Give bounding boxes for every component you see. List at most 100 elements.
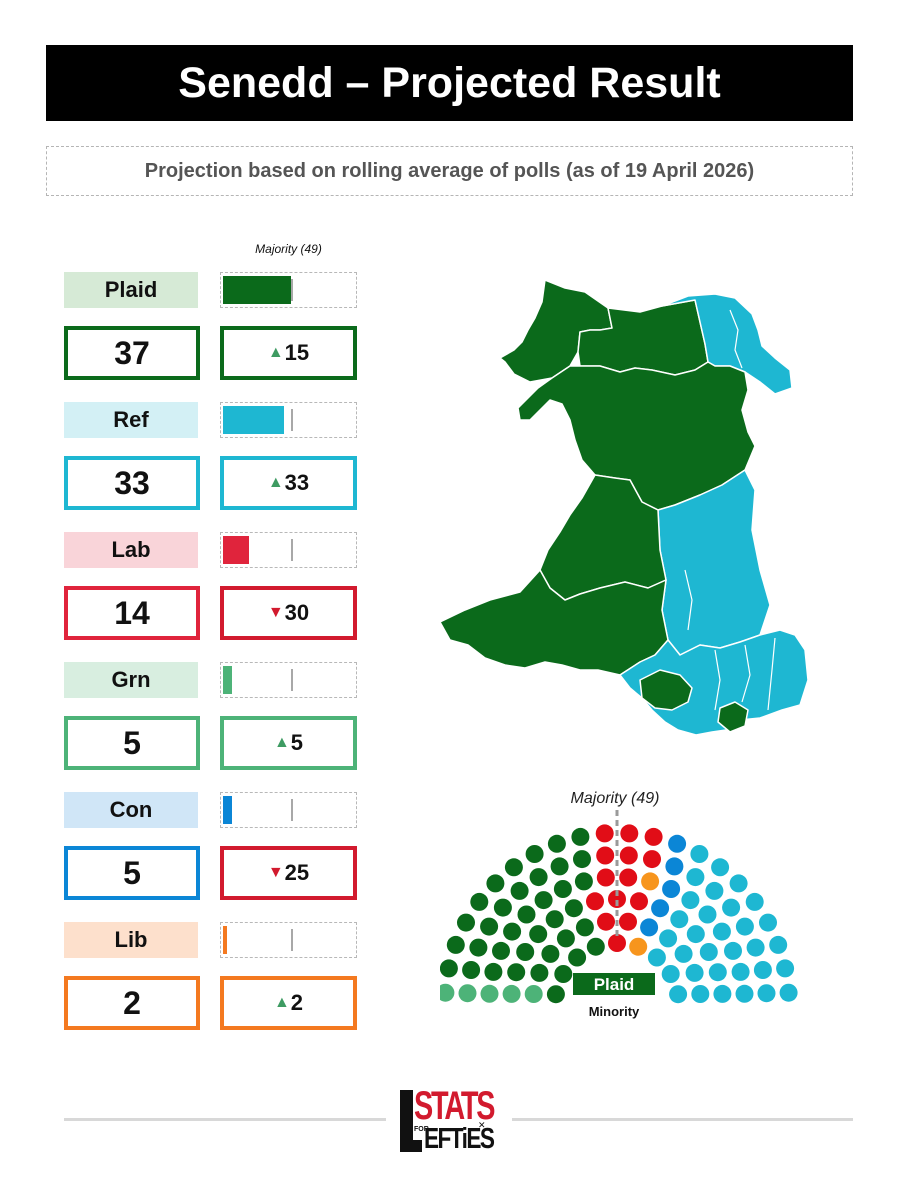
seat-dot-plaid xyxy=(568,948,587,967)
seat-dot-ref xyxy=(724,941,742,960)
seat-dot-plaid xyxy=(440,959,458,978)
seat-dot-plaid xyxy=(529,925,548,944)
party-label: Lib xyxy=(64,922,198,958)
seat-dot-plaid xyxy=(553,880,572,898)
seat-dot-ref xyxy=(712,922,731,941)
party-row-con: Con 5 ▼ 25 xyxy=(0,792,400,902)
seat-dot-plaid xyxy=(517,905,536,924)
seat-dot-plaid xyxy=(545,910,564,929)
seat-dot-ref xyxy=(713,984,732,1003)
seat-dot-ref xyxy=(670,910,689,929)
government-type: Minority xyxy=(589,1004,640,1019)
party-label: Con xyxy=(64,792,198,828)
seat-dot-plaid xyxy=(469,938,488,957)
seat-change-box: ▼ 25 xyxy=(220,846,357,900)
party-row-ref: Ref 33 ▲ 33 xyxy=(0,402,400,512)
seat-dot-lab xyxy=(586,892,604,911)
change-arrow-icon: ▲ xyxy=(267,474,284,491)
seat-dot-lab xyxy=(595,824,614,843)
seat-dot-lab xyxy=(643,850,661,869)
seat-dot-lab xyxy=(596,868,615,887)
seat-bar-fill xyxy=(223,276,291,304)
seat-dot-lab xyxy=(608,890,626,908)
footer-rule-right xyxy=(512,1118,853,1121)
seat-count: 5 xyxy=(123,724,141,761)
seat-bar-fill xyxy=(223,536,249,564)
change-arrow-icon: ▲ xyxy=(273,994,290,1011)
seat-dot-con xyxy=(640,918,659,937)
seat-count-box: 14 xyxy=(64,586,200,640)
seat-change-box: ▲ 15 xyxy=(220,326,357,380)
seat-dot-plaid xyxy=(571,827,590,846)
seat-dot-plaid xyxy=(546,985,565,1004)
change-arrow-icon: ▲ xyxy=(267,344,284,361)
seat-bar-track xyxy=(220,402,357,438)
seat-dot-lab xyxy=(644,827,663,846)
parliament-majority-label: Majority (49) xyxy=(570,790,660,807)
seat-count: 14 xyxy=(114,594,150,631)
seat-dot-plaid xyxy=(547,834,566,853)
seat-dot-ref xyxy=(779,983,798,1002)
seat-dot-ref xyxy=(685,963,704,982)
seat-dot-ref xyxy=(769,935,788,954)
seat-dot-lab xyxy=(619,868,638,887)
seat-dot-grn xyxy=(524,985,543,1003)
seat-dot-plaid xyxy=(530,963,549,982)
seat-dot-ref xyxy=(661,965,680,983)
party-label: Grn xyxy=(64,662,198,698)
seat-dot-plaid xyxy=(556,929,575,948)
seat-count-box: 5 xyxy=(64,716,200,770)
seat-bar-fill xyxy=(223,796,232,824)
government-party: Plaid xyxy=(594,975,635,994)
seat-dot-ref xyxy=(753,961,772,979)
logo-stats-text: STATS xyxy=(414,1084,495,1128)
seat-dot-plaid xyxy=(529,868,548,887)
seat-change: 25 xyxy=(284,860,310,885)
seat-dot-ref xyxy=(686,925,705,944)
subtitle-box: Projection based on rolling average of p… xyxy=(46,146,853,196)
government-badge xyxy=(573,973,655,995)
seat-bar-fill xyxy=(223,406,284,434)
seat-dot-ref xyxy=(776,959,795,978)
seat-dot-plaid xyxy=(575,918,594,937)
seat-dot-lib xyxy=(629,937,648,956)
seat-bar-track xyxy=(220,662,357,698)
seat-dot-ref xyxy=(647,948,666,967)
seat-dot-con xyxy=(662,880,681,898)
seat-dot-plaid xyxy=(492,941,510,960)
seat-dot-plaid xyxy=(457,913,475,932)
seat-dot-plaid xyxy=(550,857,569,876)
change-arrow-icon: ▼ xyxy=(267,604,284,621)
seat-change-box: ▲ 5 xyxy=(220,716,357,770)
seat-bar-fill xyxy=(223,926,227,954)
seat-bar-track xyxy=(220,922,357,958)
seat-count: 33 xyxy=(114,464,150,501)
logo-l-bar xyxy=(400,1090,413,1152)
party-label: Lab xyxy=(64,532,198,568)
map-region-cardiff xyxy=(717,701,749,733)
seat-dot-plaid xyxy=(554,965,573,983)
seat-dot-ref xyxy=(691,985,710,1003)
seat-dot-grn xyxy=(480,984,499,1003)
seat-dot-grn xyxy=(502,984,521,1003)
seat-count-box: 2 xyxy=(64,976,200,1030)
seat-dot-plaid xyxy=(534,891,553,910)
majority-marker xyxy=(291,799,293,821)
map-region-swansea xyxy=(639,669,693,711)
seat-dot-plaid xyxy=(516,943,535,961)
seat-dot-plaid xyxy=(462,961,481,979)
seat-dot-ref xyxy=(686,868,705,887)
map-region-north-east xyxy=(661,293,793,395)
party-row-lib: Lib 2 ▲ 2 xyxy=(0,922,400,1032)
seat-dot-ref xyxy=(699,943,718,961)
seat-change-box: ▼ 30 xyxy=(220,586,357,640)
seat-dot-grn xyxy=(458,984,477,1003)
seat-bar-track xyxy=(220,532,357,568)
seat-dot-ref xyxy=(705,881,724,900)
seat-dot-plaid xyxy=(503,922,522,941)
party-row-lab: Lab 14 ▼ 30 xyxy=(0,532,400,642)
seat-bar-track xyxy=(220,272,357,308)
party-row-plaid: Plaid 37 ▲ 15 xyxy=(0,272,400,382)
seat-dot-ref xyxy=(659,929,678,948)
party-label: Ref xyxy=(64,402,198,438)
